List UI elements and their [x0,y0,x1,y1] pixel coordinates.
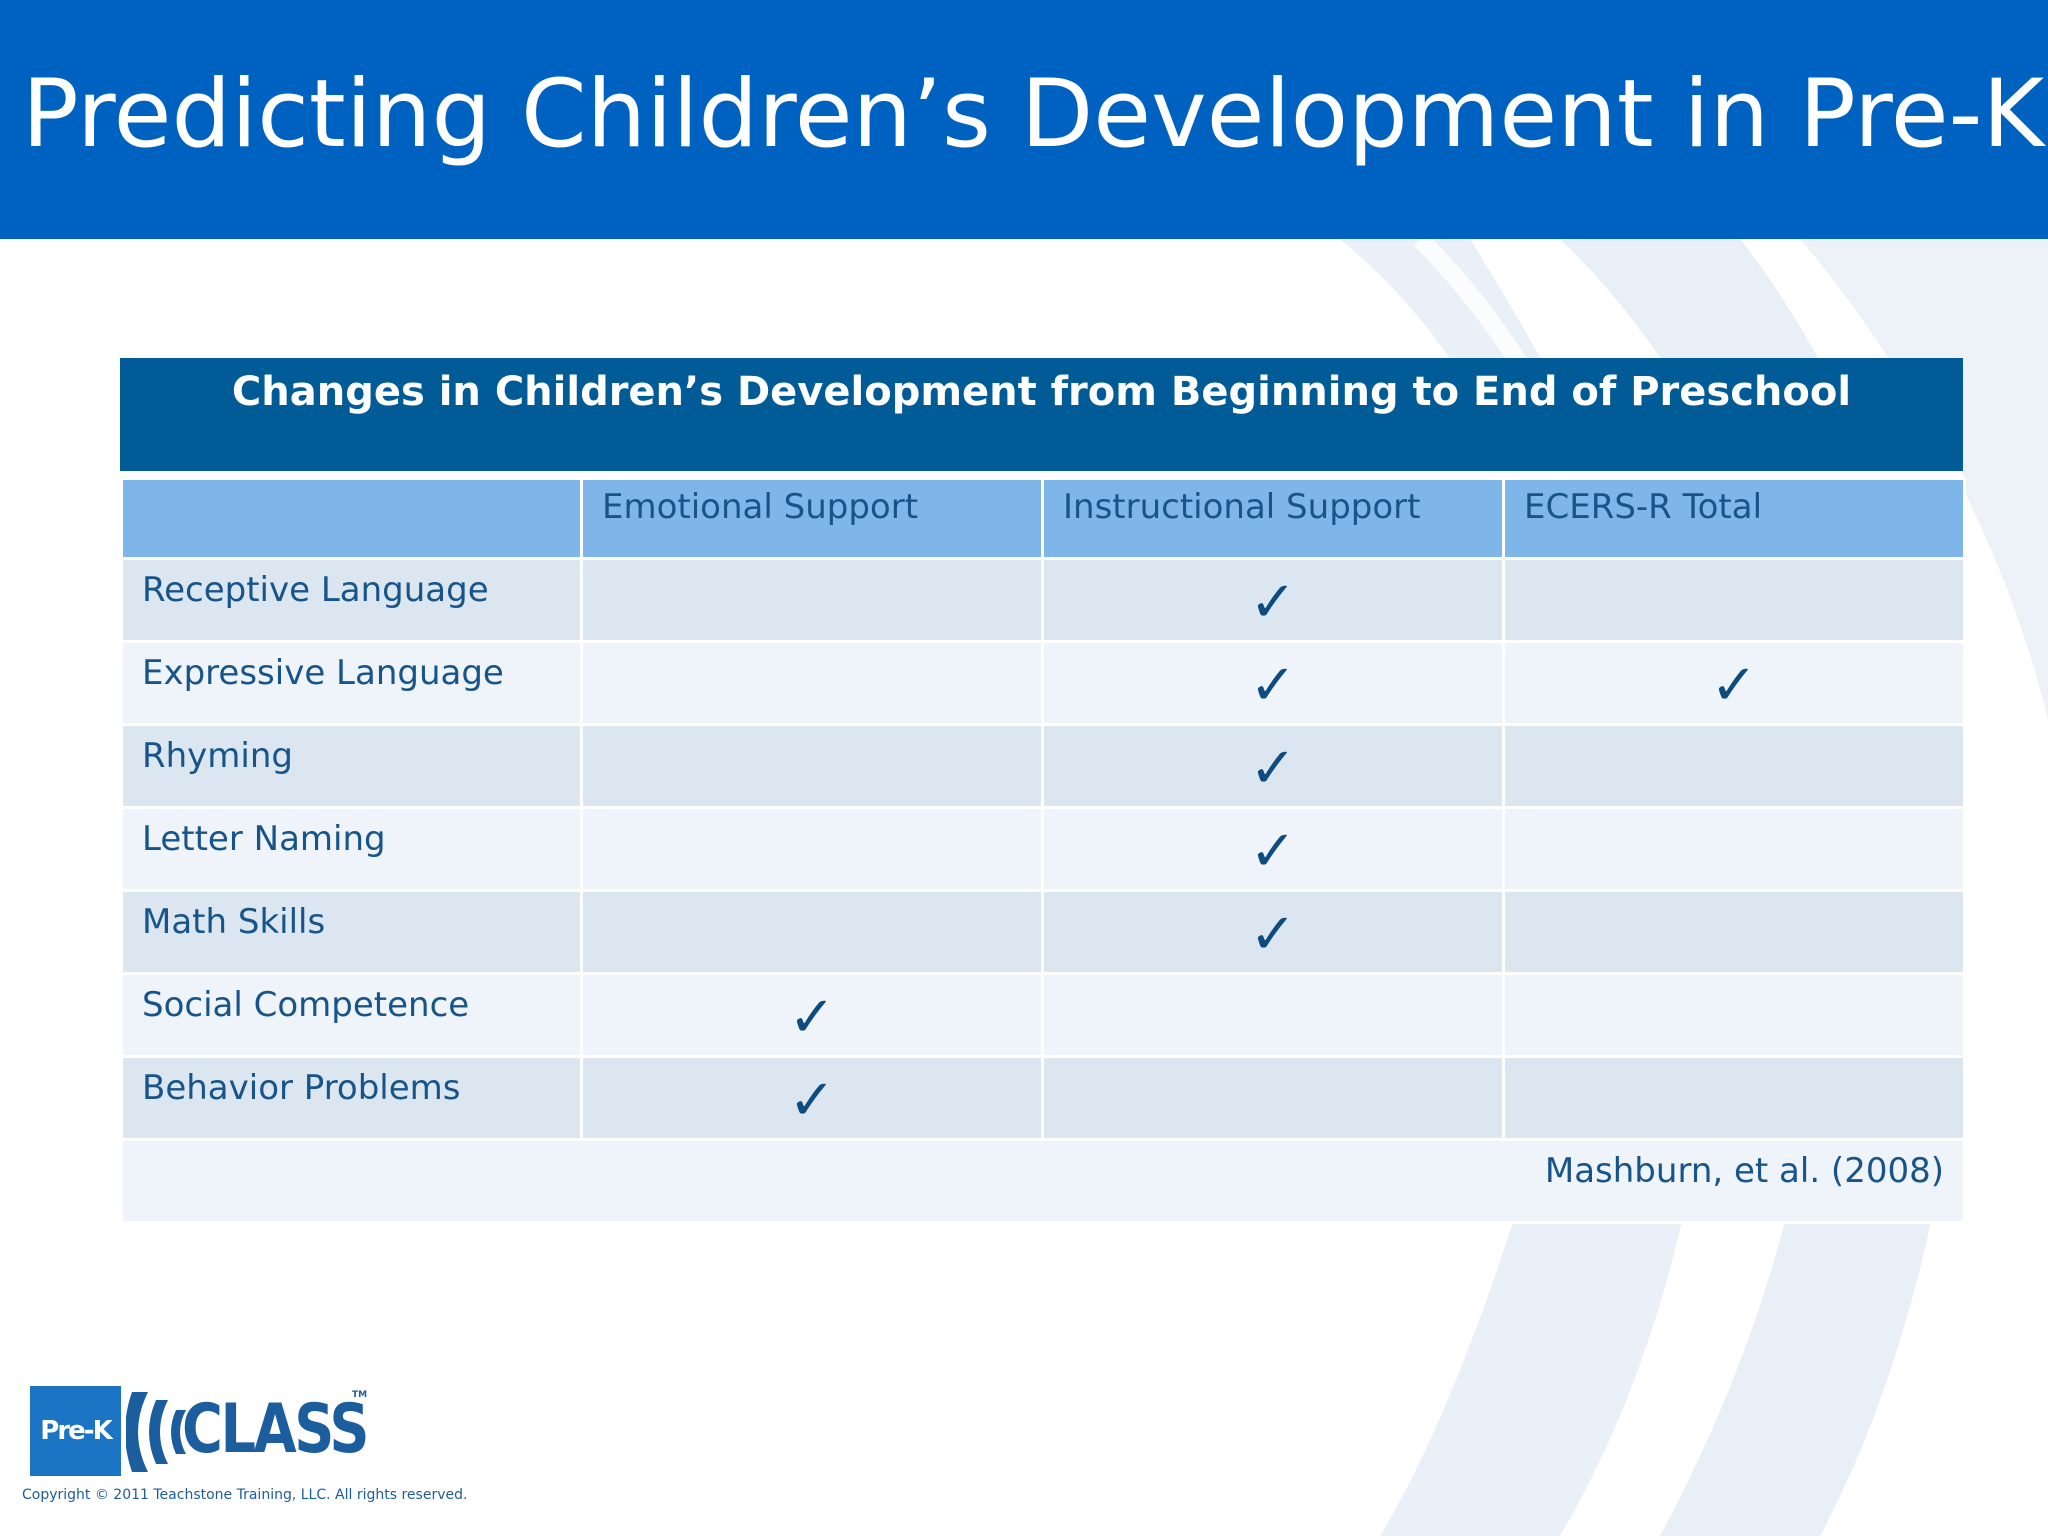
check-icon-cell [1502,723,1966,809]
development-table: Changes in Children’s Development from B… [120,358,1966,1224]
table-row: Expressive Language ✓ ✓ [120,640,1966,726]
check-icon-cell [1502,889,1966,975]
check-icon-cell [580,806,1044,892]
column-header-instructional-support: Instructional Support [1041,477,1505,560]
citation: Mashburn, et al. (2008) [120,1138,1966,1224]
check-icon-cell: ✓ [580,972,1044,1058]
column-header-emotional-support: Emotional Support [580,477,1044,560]
copyright-notice: Copyright © 2011 Teachstone Training, LL… [22,1487,468,1503]
table-header: Changes in Children’s Development from B… [120,358,1963,471]
table-row: Receptive Language ✓ [120,557,1966,643]
check-icon-cell [1041,1055,1505,1141]
check-icon-cell [1502,557,1966,643]
check-icon-cell [580,640,1044,726]
citation-row: Mashburn, et al. (2008) [120,1138,1966,1224]
check-icon-cell: ✓ [1041,806,1505,892]
title-bar: Predicting Children’s Development in Pre… [0,0,2048,239]
column-header-row: Emotional Support Instructional Support … [120,477,1966,560]
table-row: Math Skills ✓ [120,889,1966,975]
table-row: Social Competence ✓ [120,972,1966,1058]
check-icon-cell [1502,1055,1966,1141]
table-row: Letter Naming ✓ [120,806,1966,892]
logo-trademark: TM [352,1390,368,1400]
results-grid: Emotional Support Instructional Support … [120,477,1966,1224]
logo-class-wordmark: CLASS [182,1390,370,1469]
check-icon-cell: ✓ [1502,640,1966,726]
slide-title: Predicting Children’s Development in Pre… [22,60,2045,169]
check-icon-cell [1041,972,1505,1058]
check-icon-cell [580,723,1044,809]
row-label: Letter Naming [120,806,583,892]
logo-pre-k-box: Pre-K [30,1386,121,1476]
table-row: Behavior Problems ✓ [120,1055,1966,1141]
check-icon-cell [580,557,1044,643]
check-icon-cell [1502,806,1966,892]
table-row: Rhyming ✓ [120,723,1966,809]
check-icon-cell: ✓ [580,1055,1044,1141]
table-gap [120,471,1963,477]
row-label: Behavior Problems [120,1055,583,1141]
check-icon-cell [1502,972,1966,1058]
row-label: Social Competence [120,972,583,1058]
row-label: Rhyming [120,723,583,809]
check-icon-cell: ✓ [1041,640,1505,726]
check-icon-cell: ✓ [1041,889,1505,975]
check-icon-cell [580,889,1044,975]
column-header-blank [120,477,583,560]
logo-arc-icon [126,1392,186,1472]
row-label: Expressive Language [120,640,583,726]
column-header-ecers-r-total: ECERS-R Total [1502,477,1966,560]
pre-k-class-logo: Pre-K CLASS TM [30,1386,370,1478]
check-icon-cell: ✓ [1041,723,1505,809]
check-icon-cell: ✓ [1041,557,1505,643]
row-label: Math Skills [120,889,583,975]
row-label: Receptive Language [120,557,583,643]
